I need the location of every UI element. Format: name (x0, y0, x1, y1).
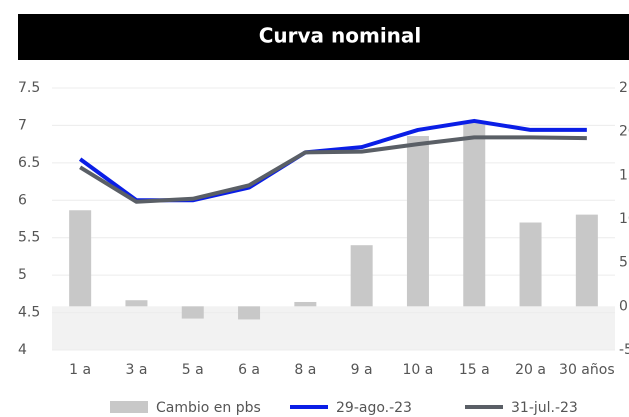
bar (238, 306, 261, 320)
y2-tick-label: 0 (619, 298, 628, 314)
y-tick-label: 4 (18, 342, 27, 358)
x-tick-label: 3 a (125, 362, 147, 378)
legend-label: 29-ago.-23 (336, 400, 412, 416)
bar (294, 301, 317, 307)
negative-zone (52, 306, 615, 350)
bar (519, 222, 542, 307)
legend-label: 31-jul.-23 (511, 400, 578, 416)
y2-tick-label: 25 (619, 80, 629, 96)
x-tick-label: 20 a (515, 362, 546, 378)
y2-tick-label: 20 (619, 124, 629, 140)
bar (350, 245, 373, 307)
x-tick-label: 15 a (459, 362, 490, 378)
x-tick-label: 30 años (559, 362, 615, 378)
x-tick-label: 1 a (69, 362, 91, 378)
x-tick-label: 5 a (182, 362, 204, 378)
line (79, 135, 587, 204)
y2-tick-label: 10 (619, 211, 629, 227)
x-tick-label: 9 a (351, 362, 373, 378)
bar (463, 122, 486, 307)
y-tick-label: 6 (18, 192, 27, 208)
y2-tick-label: 5 (619, 255, 628, 271)
bar (181, 306, 204, 319)
y-tick-label: 7.5 (18, 80, 40, 96)
x-tick-label: 6 a (238, 362, 260, 378)
y2-tick-label: 15 (619, 167, 629, 183)
bar (406, 136, 429, 307)
bar (125, 300, 148, 307)
bar (575, 214, 598, 307)
y-tick-label: 6.5 (18, 155, 40, 171)
x-tick-label: 8 a (294, 362, 316, 378)
chart-title: Curva nominal (259, 24, 422, 48)
x-tick-label: 10 a (403, 362, 434, 378)
y-tick-label: 7 (18, 117, 27, 133)
legend-swatch (110, 401, 148, 413)
y-tick-label: 5 (18, 267, 27, 283)
bar (69, 210, 92, 307)
y2-tick-label: -5 (619, 342, 629, 358)
legend-label: Cambio en pbs (156, 400, 261, 416)
y-tick-label: 5.5 (18, 230, 40, 246)
y-tick-label: 4.5 (18, 305, 40, 321)
title-bar (18, 14, 629, 60)
